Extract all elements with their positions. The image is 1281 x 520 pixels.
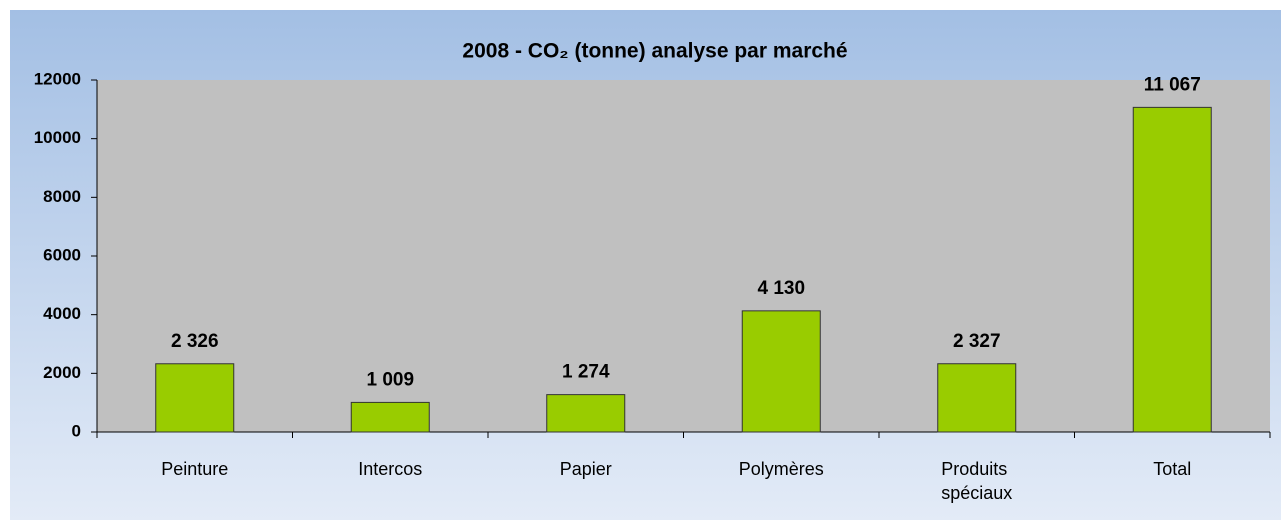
x-tick-label: Peinture bbox=[161, 459, 228, 479]
x-tick-label: Total bbox=[1153, 459, 1191, 479]
y-tick-label: 10000 bbox=[34, 128, 81, 147]
y-tick-label: 0 bbox=[72, 421, 81, 440]
y-tick-label: 2000 bbox=[43, 363, 81, 382]
value-label: 11 067 bbox=[1144, 74, 1201, 95]
value-label: 2 327 bbox=[953, 331, 1001, 352]
bar bbox=[546, 394, 626, 433]
y-tick-label: 6000 bbox=[43, 245, 81, 264]
bar bbox=[155, 363, 235, 433]
value-label: 2 326 bbox=[171, 331, 219, 352]
y-tick-label: 4000 bbox=[43, 304, 81, 323]
bar bbox=[741, 310, 821, 433]
bar bbox=[350, 401, 430, 433]
value-label: 4 130 bbox=[757, 278, 805, 299]
x-tick-label: Papier bbox=[560, 459, 612, 479]
x-tick-label: Produits spéciaux bbox=[941, 459, 1012, 503]
value-label: 1 274 bbox=[562, 362, 610, 383]
x-tick-label: Intercos bbox=[358, 459, 422, 479]
value-label: 1 009 bbox=[366, 369, 414, 390]
y-tick-label: 8000 bbox=[43, 187, 81, 206]
bar bbox=[937, 363, 1017, 433]
plot-area bbox=[97, 80, 1270, 432]
x-tick-label: Polymères bbox=[739, 459, 824, 479]
chart-title: 2008 - CO₂ (tonne) analyse par marché bbox=[462, 40, 847, 63]
y-tick-label: 12000 bbox=[34, 69, 81, 88]
bar bbox=[1132, 106, 1212, 433]
